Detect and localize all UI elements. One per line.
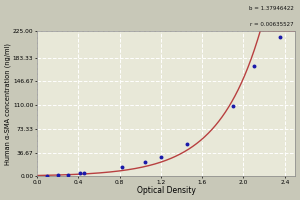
Point — [78, 172, 82, 175]
X-axis label: Optical Density: Optical Density — [136, 186, 195, 195]
Text: b = 1.37946422: b = 1.37946422 — [249, 6, 294, 11]
Y-axis label: Human α-SMA concentration (ng/ml): Human α-SMA concentration (ng/ml) — [5, 43, 11, 165]
Point — [119, 166, 124, 169]
Point — [277, 36, 282, 39]
Point — [65, 173, 70, 176]
Point — [158, 155, 163, 158]
Point — [82, 171, 87, 174]
Point — [55, 174, 60, 177]
Point — [231, 105, 236, 108]
Point — [251, 65, 256, 68]
Text: r = 0.00635527: r = 0.00635527 — [250, 22, 294, 27]
Point — [45, 174, 50, 178]
Point — [143, 160, 148, 164]
Point — [184, 142, 189, 146]
